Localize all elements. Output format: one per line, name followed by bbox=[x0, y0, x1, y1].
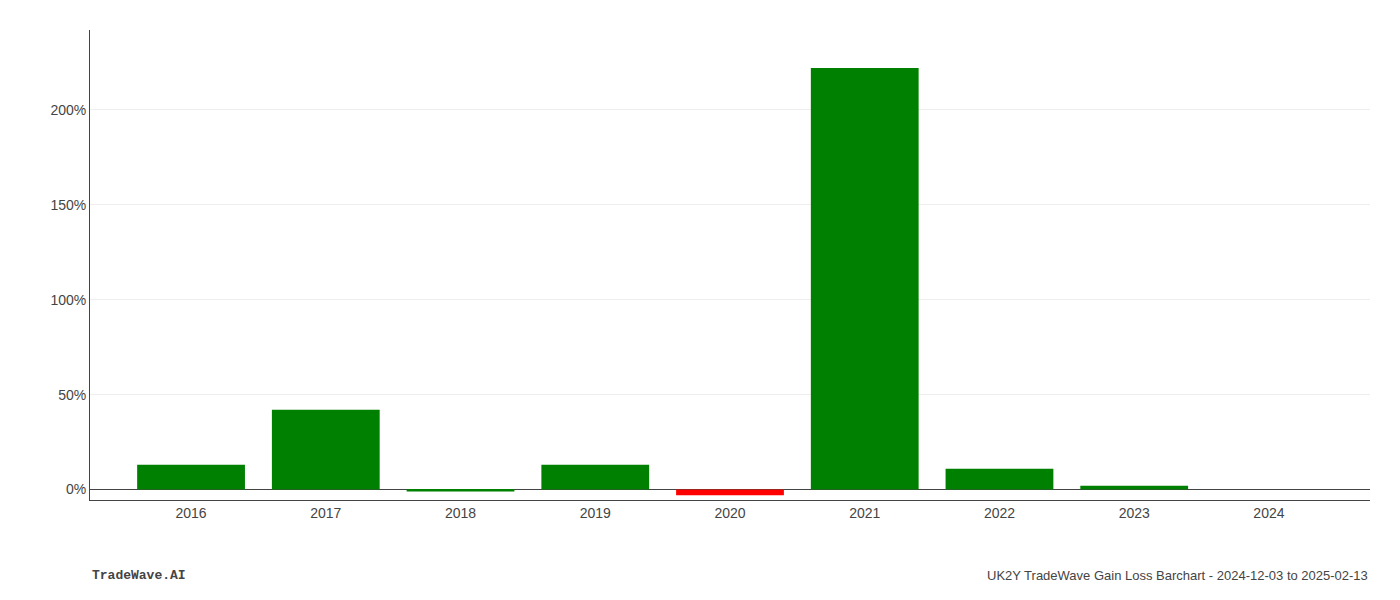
svg-text:200%: 200% bbox=[50, 102, 86, 118]
svg-text:TradeWave.AI: TradeWave.AI bbox=[92, 568, 186, 583]
svg-text:2017: 2017 bbox=[310, 505, 341, 521]
svg-text:50%: 50% bbox=[58, 387, 86, 403]
svg-text:2016: 2016 bbox=[175, 505, 206, 521]
svg-text:2022: 2022 bbox=[984, 505, 1015, 521]
svg-text:2019: 2019 bbox=[580, 505, 611, 521]
svg-text:2021: 2021 bbox=[849, 505, 880, 521]
svg-text:2024: 2024 bbox=[1253, 505, 1284, 521]
svg-text:0%: 0% bbox=[66, 481, 86, 497]
svg-text:2020: 2020 bbox=[714, 505, 745, 521]
svg-text:2023: 2023 bbox=[1119, 505, 1150, 521]
svg-text:150%: 150% bbox=[50, 197, 86, 213]
svg-text:100%: 100% bbox=[50, 292, 86, 308]
svg-text:2018: 2018 bbox=[445, 505, 476, 521]
svg-text:UK2Y TradeWave Gain Loss Barch: UK2Y TradeWave Gain Loss Barchart - 2024… bbox=[987, 568, 1368, 583]
